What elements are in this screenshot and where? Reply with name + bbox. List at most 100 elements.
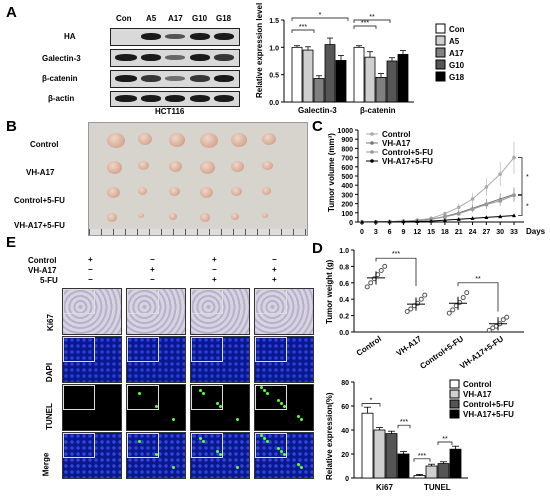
tumor-specimen <box>231 133 247 147</box>
chart-c-point <box>401 219 406 224</box>
chart-c-ytick-label: 400 <box>341 183 353 190</box>
zoom-inset <box>127 433 159 458</box>
chart-d-point <box>368 280 374 286</box>
chart-c-point <box>456 217 461 221</box>
chart-f-bar <box>397 453 410 479</box>
panel-label-d: D <box>312 240 323 257</box>
tumor-specimen <box>262 161 273 171</box>
chart-c-legend-label: VH-A17+5-FU <box>382 157 433 166</box>
tumor-specimen <box>169 213 177 220</box>
tunel-positive-cell <box>266 440 269 443</box>
blot-strip-galectin3 <box>110 49 240 67</box>
chart-f-sig-label: *** <box>418 453 426 460</box>
tunel-positive-cell <box>260 386 263 389</box>
cond-mark: + <box>150 265 155 274</box>
zoom-inset <box>63 289 95 314</box>
tumor-specimen <box>169 187 180 197</box>
tunel-positive-cell <box>199 437 202 440</box>
chart-c-legend-label: VH-A17 <box>382 139 411 148</box>
panel-label-e: E <box>6 234 17 251</box>
tunel-positive-cell <box>280 450 283 453</box>
chart-a-ytick-label: 0.0 <box>269 100 279 107</box>
chart-d-sig-bracket <box>457 282 499 312</box>
chart-f-ylabel: Relative expression(%) <box>325 392 334 480</box>
chart-f-bar <box>413 475 426 479</box>
chart-f-ytick-label: 0 <box>345 476 349 483</box>
chart-c-xtick-label: 9 <box>402 229 406 236</box>
chart-d-xtick-label: VH-A17+5-FU <box>458 334 505 370</box>
chart-a-legend-label: Con <box>449 25 465 34</box>
chart-f-legend-label: Control <box>463 380 491 389</box>
chart-c-ytick-label: 700 <box>341 156 353 163</box>
chart-c-sig-bracket <box>518 157 523 195</box>
chart-a-legend-label: A17 <box>449 49 464 58</box>
stain-image-tile <box>126 288 186 335</box>
tunel-positive-cell <box>300 466 303 469</box>
chart-a-bar <box>302 49 314 103</box>
chart-expression-percent: Relative expression(%) 0 20 40 60 80 Ki67 TU… <box>325 379 514 492</box>
tumor-specimen <box>107 187 120 199</box>
stain-image-tile <box>254 288 314 335</box>
tunel-positive-cell <box>297 463 300 466</box>
chart-a-bar <box>313 78 325 103</box>
chart-c-sig-label: * <box>526 174 529 181</box>
zoom-inset <box>191 289 223 314</box>
chart-c-point <box>387 219 392 224</box>
tumor-specimen <box>138 133 152 145</box>
chart-a-bar <box>364 56 376 103</box>
chart-f-bar <box>385 433 398 479</box>
tumor-photo <box>88 122 308 236</box>
cond-mark: − <box>272 255 277 264</box>
chart-f-bar <box>437 463 450 479</box>
cond-label-control: Control <box>28 256 57 265</box>
ruler <box>89 229 307 235</box>
tunel-positive-cell <box>172 418 175 421</box>
chart-c-legend-marker <box>370 159 374 163</box>
tumor-specimen <box>262 213 268 219</box>
chart-a-bar <box>386 60 398 103</box>
chart-a-legend-swatch <box>435 47 446 58</box>
chart-c-tumor-volume: Tumor volume (mm³) 010020030040050060070… <box>327 128 546 236</box>
chart-f-bar <box>449 448 462 479</box>
chart-c-xtick-label: 18 <box>441 229 449 236</box>
zoom-inset <box>255 289 287 314</box>
chart-f-legend-swatch <box>449 379 460 389</box>
zoom-inset <box>63 337 95 362</box>
chart-c-point <box>512 193 516 198</box>
chart-a-legend-swatch <box>435 23 446 34</box>
tunel-positive-cell <box>263 389 266 392</box>
cond-mark: − <box>150 255 155 264</box>
blot-row-ha: HA <box>64 32 76 41</box>
zoom-inset <box>191 433 223 458</box>
tumor-specimen <box>138 213 144 219</box>
lane-label-a17: A17 <box>168 14 183 23</box>
chart-c-ytick-label: 0 <box>349 220 353 227</box>
blot-strip-ha <box>110 28 240 46</box>
stain-image-tile <box>126 432 186 479</box>
panel-label-a: A <box>6 4 17 21</box>
cell-line-label: HCT116 <box>155 107 185 116</box>
cond-mark: + <box>88 255 93 264</box>
chart-d-ytick-label: 1.0 <box>339 248 349 255</box>
western-blot: Con A5 A17 G10 G18 HA Galectin-3 β-caten… <box>0 0 240 118</box>
chart-c-sig-label: * <box>526 203 529 210</box>
tunel-positive-cell <box>216 402 219 405</box>
chart-c-xtick-label: 27 <box>482 229 490 236</box>
tunel-positive-cell <box>202 392 205 395</box>
chart-c-point <box>484 215 489 219</box>
chart-a-legend-swatch <box>435 71 446 82</box>
stain-image-tile <box>190 288 250 335</box>
chart-d-point <box>464 290 470 296</box>
chart-f-legend-label: VH-A17+5-FU <box>463 410 514 419</box>
tumor-specimen <box>107 213 117 222</box>
tumor-photo-panel: Control VH-A17 Control+5-FU VH-A17+5-FU <box>0 118 310 236</box>
chart-d-tumor-weight: Tumor weight (g) 0.0 0.2 0.4 0.6 0.8 1.0 Cont… <box>325 248 524 370</box>
tumor-specimen <box>262 133 276 145</box>
stain-image-tile <box>254 384 314 431</box>
photo-row-vha17-5fu: VH-A17+5-FU <box>14 221 65 230</box>
tunel-positive-cell <box>277 447 280 450</box>
blot-row-bcatenin: β-catenin <box>42 74 78 83</box>
chart-f-sig-label: * <box>370 398 373 405</box>
chart-c-legend-marker <box>370 150 374 154</box>
chart-f-sig-label: *** <box>400 419 408 426</box>
